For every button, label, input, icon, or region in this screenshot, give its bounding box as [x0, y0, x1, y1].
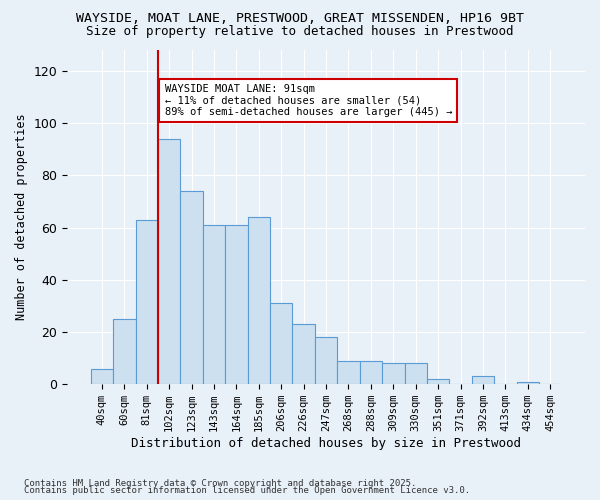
Bar [158, 139, 181, 384]
Bar [360, 360, 382, 384]
Text: WAYSIDE MOAT LANE: 91sqm
← 11% of detached houses are smaller (54)
89% of semi-d: WAYSIDE MOAT LANE: 91sqm ← 11% of detach… [164, 84, 452, 117]
Bar [225, 225, 248, 384]
Text: Contains public sector information licensed under the Open Government Licence v3: Contains public sector information licen… [24, 486, 470, 495]
Bar [382, 364, 404, 384]
Bar [292, 324, 315, 384]
Bar [270, 304, 292, 384]
Bar [91, 368, 113, 384]
X-axis label: Distribution of detached houses by size in Prestwood: Distribution of detached houses by size … [131, 437, 521, 450]
Bar [404, 364, 427, 384]
Bar [113, 319, 136, 384]
Text: WAYSIDE, MOAT LANE, PRESTWOOD, GREAT MISSENDEN, HP16 9BT: WAYSIDE, MOAT LANE, PRESTWOOD, GREAT MIS… [76, 12, 524, 26]
Text: Contains HM Land Registry data © Crown copyright and database right 2025.: Contains HM Land Registry data © Crown c… [24, 478, 416, 488]
Y-axis label: Number of detached properties: Number of detached properties [15, 114, 28, 320]
Bar [203, 225, 225, 384]
Bar [248, 217, 270, 384]
Bar [337, 360, 360, 384]
Text: Size of property relative to detached houses in Prestwood: Size of property relative to detached ho… [86, 25, 514, 38]
Bar [517, 382, 539, 384]
Bar [136, 220, 158, 384]
Bar [181, 191, 203, 384]
Bar [315, 337, 337, 384]
Bar [427, 379, 449, 384]
Bar [472, 376, 494, 384]
